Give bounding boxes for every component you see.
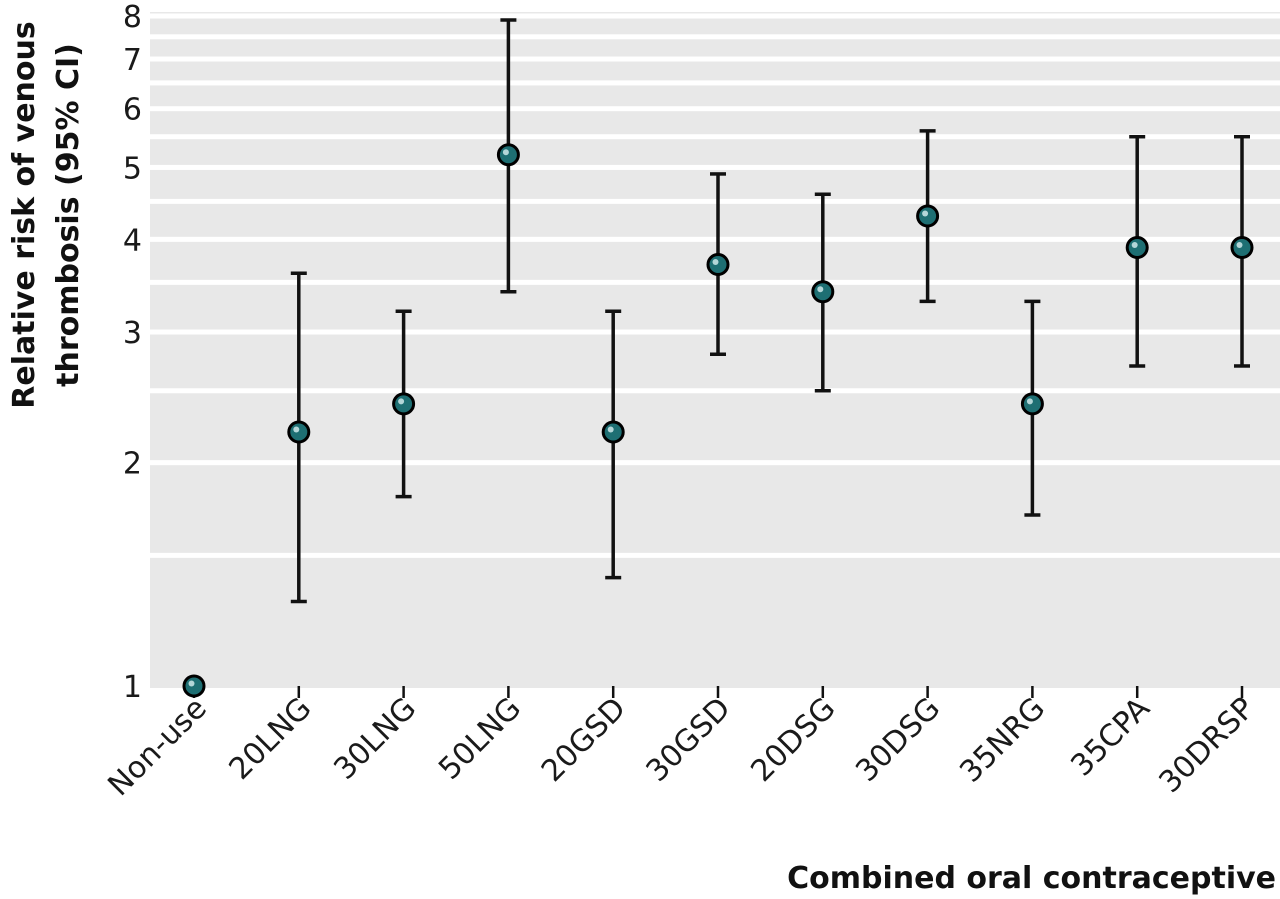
y-tick-labels: 1 2 3 4 5 6 7 8 [123, 0, 142, 705]
gridline [150, 13, 1280, 19]
gridlines [150, 13, 1280, 558]
gridline [150, 460, 1280, 466]
gridline [150, 34, 1280, 40]
data-point [496, 143, 520, 167]
x-tick-label: 50LNG [432, 691, 528, 787]
data-point [1125, 235, 1149, 259]
data-point [811, 280, 835, 304]
gridline [150, 56, 1280, 62]
data-point [182, 674, 206, 698]
gridline [150, 388, 1280, 394]
data-point [601, 420, 625, 444]
x-tick-labels: Non-use 20LNG 30LNG 50LNG 20GSD 30GSD 20DSG 30D… [101, 691, 1261, 804]
x-tick-label: 30GSD [640, 691, 738, 789]
x-tick-label: Non-use [101, 691, 213, 803]
gridline [150, 80, 1280, 86]
y-tick-label: 3 [123, 316, 142, 351]
data-point [1020, 392, 1044, 416]
error-bar [605, 309, 622, 580]
gridline [150, 236, 1280, 242]
x-tick-label: 30LNG [327, 691, 423, 787]
gridline [150, 198, 1280, 204]
x-tick-label: 20LNG [223, 691, 319, 787]
gridline [150, 552, 1280, 558]
data-point [287, 420, 311, 444]
y-axis-title-line-1: Relative risk of venous [7, 21, 42, 408]
y-tick-label: 2 [123, 447, 142, 482]
y-tick-label: 1 [123, 670, 142, 705]
data-point [706, 252, 730, 276]
x-tick-label: 30DSG [849, 691, 947, 789]
gridline [150, 279, 1280, 285]
gridline [150, 134, 1280, 140]
data-points [182, 143, 1254, 698]
gridline [150, 329, 1280, 335]
data-point [1230, 235, 1254, 259]
data-point [916, 204, 940, 228]
x-tick-label: 30DRSP [1153, 691, 1262, 800]
plot-background [150, 12, 1280, 688]
y-tick-label: 4 [123, 223, 142, 258]
y-axis-title-line-2: thrombosis (95% CI) [51, 43, 86, 387]
x-tick-label: 20GSD [535, 691, 633, 789]
data-point [392, 392, 416, 416]
y-axis-title: Relative risk of venous thrombosis (95% … [7, 21, 86, 408]
x-tick-label: 20DSG [744, 691, 842, 789]
x-tick-label: 35NRG [953, 691, 1052, 790]
x-axis-title: Combined oral contraceptive [787, 861, 1276, 896]
gridline [150, 106, 1280, 112]
y-tick-label: 7 [123, 43, 142, 78]
y-tick-label: 5 [123, 151, 142, 186]
y-tick-label: 8 [123, 0, 142, 35]
x-tick-label: 35CPA [1064, 691, 1157, 784]
y-tick-label: 6 [123, 93, 142, 128]
gridline [150, 164, 1280, 170]
